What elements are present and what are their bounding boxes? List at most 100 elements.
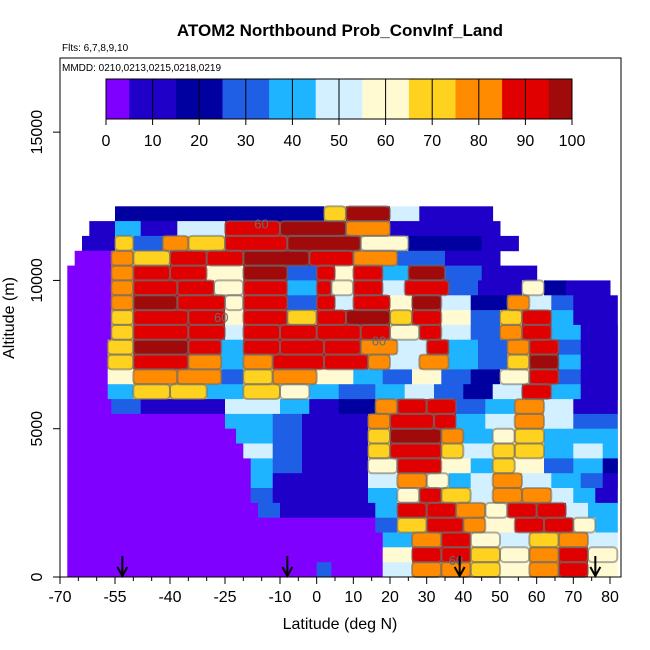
heatmap-cell <box>338 384 376 400</box>
heatmap-cell <box>133 280 178 296</box>
heatmap-cell <box>397 339 428 355</box>
heatmap-cell <box>445 250 501 267</box>
heatmap-cell <box>225 324 244 341</box>
heatmap-cell <box>514 413 545 430</box>
heatmap-cell <box>331 280 354 296</box>
heatmap-cell <box>206 384 244 400</box>
x-tick-label: 0 <box>312 589 321 606</box>
heatmap-cell <box>67 384 109 400</box>
heatmap-cell <box>375 502 398 519</box>
heatmap-cell <box>67 369 109 385</box>
heatmap-cell <box>82 235 116 252</box>
heatmap-cell <box>272 354 325 370</box>
heatmap-cell <box>324 354 369 370</box>
heatmap-cell <box>602 443 618 459</box>
heatmap-cell <box>522 384 552 400</box>
heatmap-cell <box>368 488 398 504</box>
heatmap-cell <box>408 235 483 252</box>
heatmap-cell <box>316 265 336 281</box>
heatmap-cell <box>485 399 516 415</box>
heatmap-cell <box>67 458 252 474</box>
contour-line <box>513 442 546 460</box>
heatmap-cell <box>397 517 428 533</box>
heatmap-cell <box>544 413 574 430</box>
heatmap-cell <box>243 250 310 267</box>
y-tick-label: 0 <box>29 572 46 581</box>
heatmap-cell <box>573 295 618 311</box>
heatmap-cell <box>602 458 618 474</box>
colorbar-swatches <box>105 78 573 120</box>
heatmap-cell <box>397 458 442 474</box>
heatmap-cell <box>67 354 109 370</box>
heatmap-cell <box>544 399 574 415</box>
heatmap-cell <box>353 280 384 296</box>
heatmap-cell <box>67 280 112 296</box>
heatmap-cell <box>573 443 604 459</box>
heatmap-cell <box>89 221 116 237</box>
heatmap-cell <box>375 399 398 415</box>
heatmap-cell <box>382 562 413 578</box>
heatmap-cell <box>243 443 274 459</box>
heatmap-cell <box>470 547 501 563</box>
heatmap-cell <box>225 221 281 237</box>
heatmap-cell <box>280 221 347 237</box>
colorbar: MMDD: 0210,0213,0215,0218,0219 0 10 20 30 40… <box>62 63 585 150</box>
heatmap-cell <box>441 488 472 504</box>
heatmap-cell <box>434 413 457 430</box>
heatmap-cell <box>280 399 310 415</box>
chart-title: ATOM2 Northbound Prob_ConvInf_Land <box>177 21 503 40</box>
heatmap-cell <box>573 517 596 533</box>
plot-frame <box>59 57 622 578</box>
heatmap-cell <box>441 547 472 563</box>
x-tick-label: 70 <box>564 589 582 606</box>
heatmap-cell <box>302 458 369 474</box>
heatmap-cell <box>133 235 164 252</box>
heatmap-cell <box>522 280 545 296</box>
heatmap-cell <box>67 295 112 311</box>
heatmap-cell <box>280 384 310 400</box>
heatmap-cell <box>419 488 442 504</box>
heatmap-cell <box>133 295 178 311</box>
heatmap-cell <box>573 458 604 474</box>
contour-line <box>367 353 391 371</box>
heatmap-cell <box>580 354 618 370</box>
heatmap-cell <box>302 443 369 459</box>
heatmap-cell <box>507 295 530 311</box>
heatmap-cell <box>397 502 428 519</box>
heatmap-cell <box>272 413 303 430</box>
heatmap-cell <box>544 517 574 533</box>
heatmap-cell <box>544 443 574 459</box>
heatmap-cell <box>529 339 560 355</box>
contour-label: 60 <box>214 310 228 325</box>
heatmap-cell <box>558 354 582 370</box>
heatmap-cell <box>368 443 391 459</box>
heatmap-cell <box>133 369 178 385</box>
heatmap-cell <box>67 339 109 355</box>
heatmap-cells <box>67 206 618 578</box>
heatmap-cell <box>338 413 369 430</box>
heatmap-cell <box>536 502 567 519</box>
heatmap-cell <box>463 517 486 533</box>
heatmap-cell <box>302 428 369 444</box>
x-tick-label: 60 <box>528 589 546 606</box>
heatmap-cell <box>272 369 318 385</box>
heatmap-cell <box>324 339 362 355</box>
heatmap-cell <box>225 310 244 326</box>
heatmap-cell <box>67 562 318 578</box>
contour-label: 60 <box>449 553 463 568</box>
heatmap-cell <box>397 473 428 489</box>
heatmap-cell <box>107 369 134 385</box>
heatmap-cell <box>529 547 560 563</box>
heatmap-cell <box>272 458 303 474</box>
heatmap-cell <box>316 562 332 578</box>
heatmap-cell <box>133 384 171 400</box>
heatmap-cell <box>529 562 560 578</box>
heatmap-cell <box>272 473 369 489</box>
heatmap-cell <box>331 562 384 578</box>
heatmap-cell <box>236 428 274 444</box>
heatmap-cell <box>206 265 244 281</box>
heatmap-cell <box>529 369 560 385</box>
heatmap-cell <box>368 428 391 444</box>
contour-labels: 60 60 60 60 <box>214 217 463 569</box>
